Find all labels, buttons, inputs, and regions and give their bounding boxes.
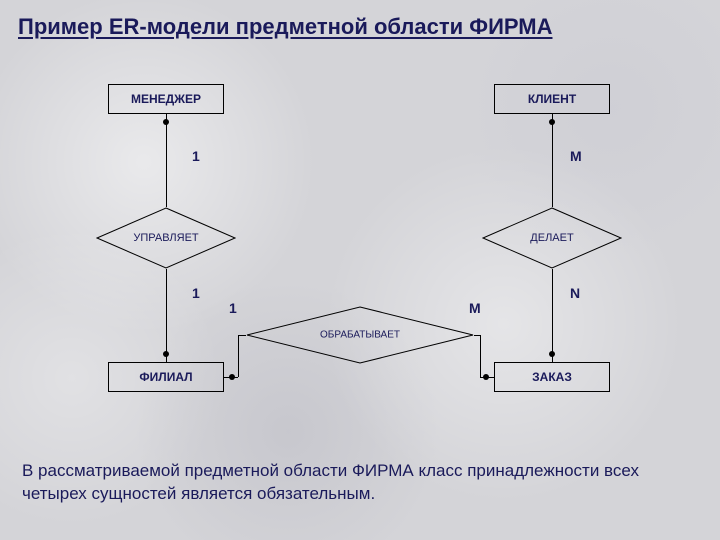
entity-client: КЛИЕНТ — [494, 84, 610, 114]
cardinality: 1 — [229, 300, 237, 316]
footer-text: В рассматриваемой предметной области ФИР… — [22, 460, 682, 506]
entity-label: МЕНЕДЖЕР — [131, 92, 201, 106]
entity-label: ФИЛИАЛ — [139, 370, 192, 384]
cardinality: M — [469, 300, 481, 316]
relation-makes: ДЕЛАЕТ — [482, 207, 622, 269]
entity-manager: МЕНЕДЖЕР — [108, 84, 224, 114]
relation-processes: ОБРАБАТЫВАЕТ — [246, 306, 474, 364]
entity-label: ЗАКАЗ — [532, 370, 572, 384]
relation-label: ОБРАБАТЫВАЕТ — [320, 330, 400, 341]
page-title: Пример ER-модели предметной области ФИРМ… — [18, 14, 552, 40]
relation-label: ДЕЛАЕТ — [530, 232, 573, 244]
cardinality: 1 — [192, 148, 200, 164]
entity-order: ЗАКАЗ — [494, 362, 610, 392]
cardinality: 1 — [192, 285, 200, 301]
cardinality: N — [570, 285, 580, 301]
entity-label: КЛИЕНТ — [528, 92, 576, 106]
entity-branch: ФИЛИАЛ — [108, 362, 224, 392]
cardinality: M — [570, 148, 582, 164]
relation-label: УПРАВЛЯЕТ — [133, 232, 198, 244]
relation-manages: УПРАВЛЯЕТ — [96, 207, 236, 269]
